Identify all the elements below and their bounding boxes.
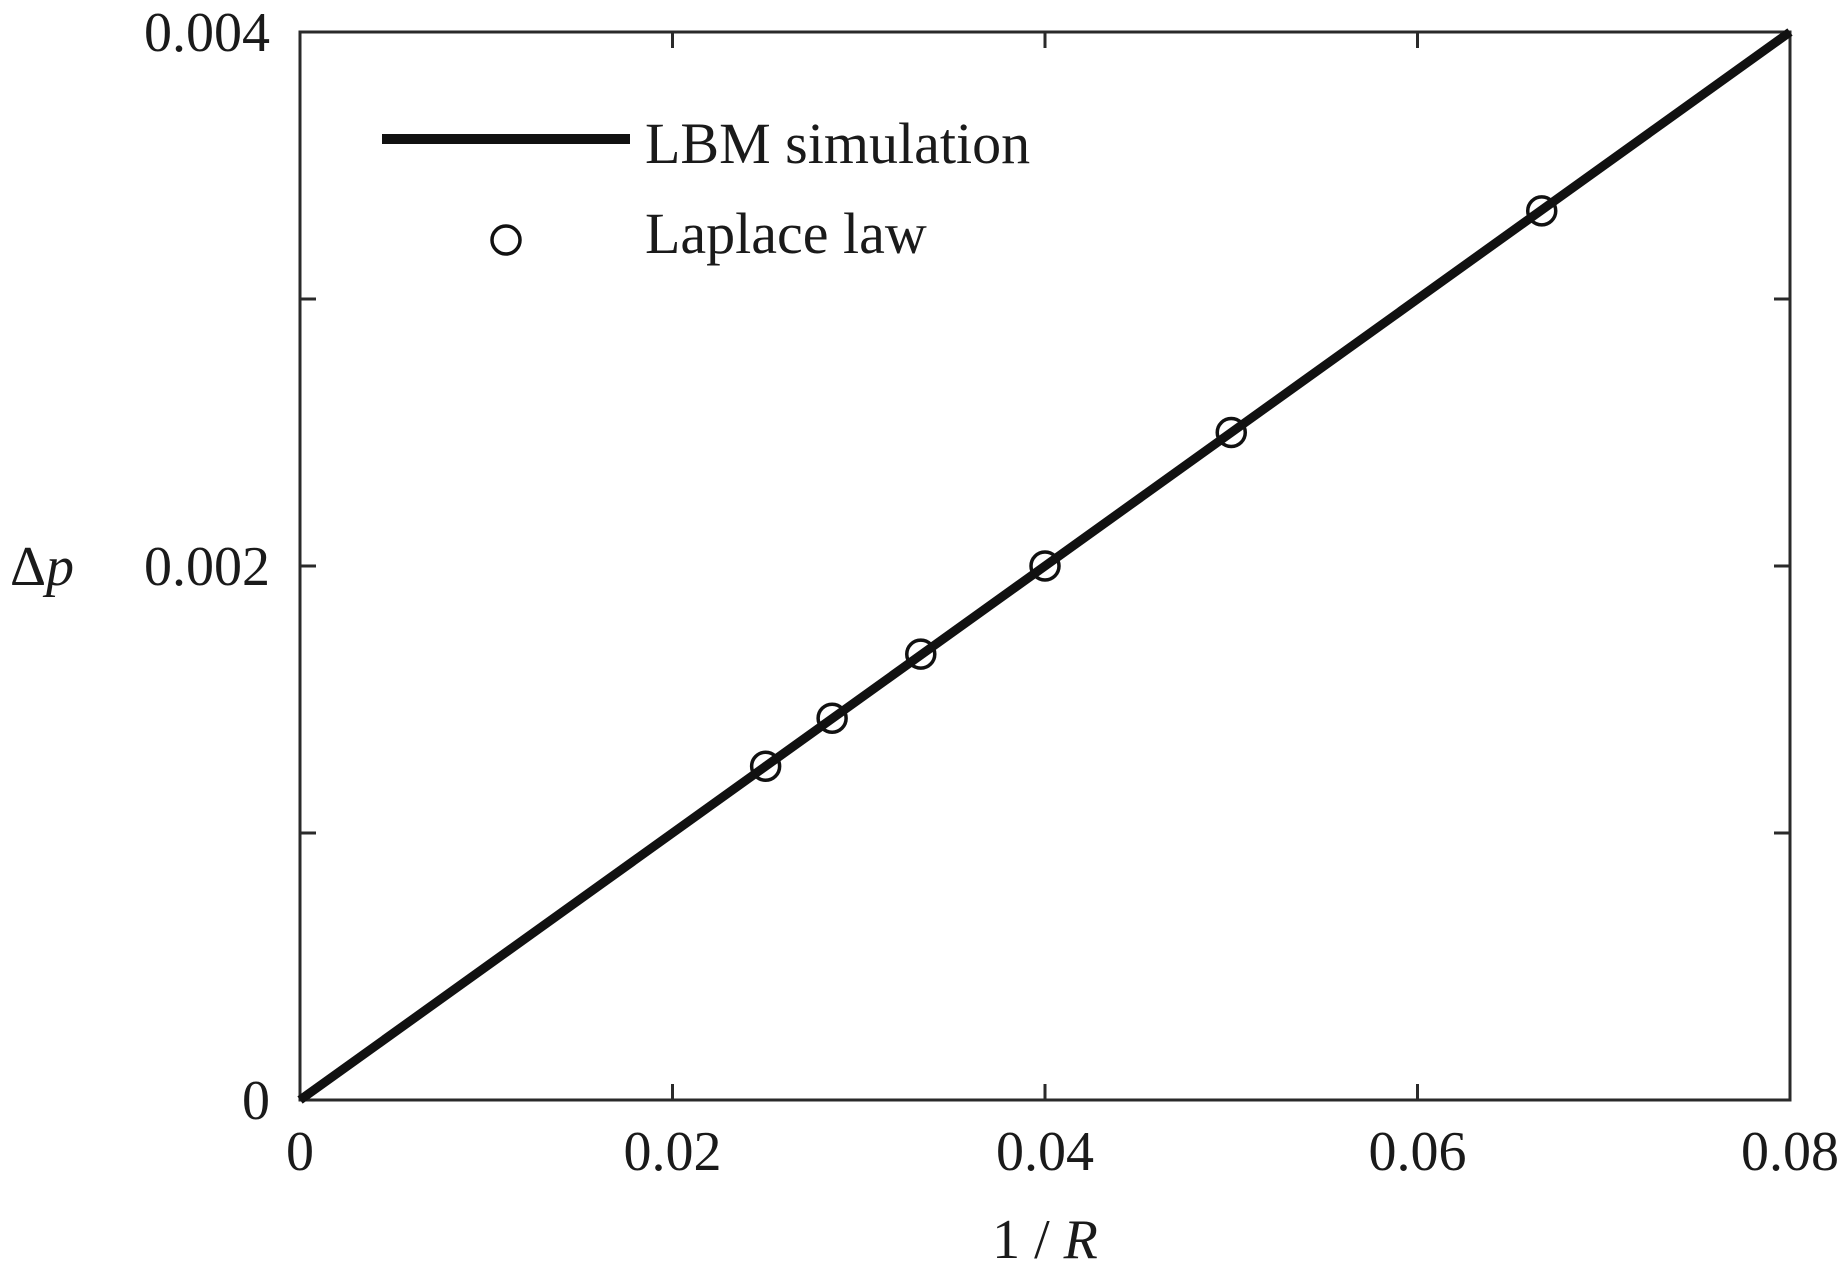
legend-label-lbm: LBM simulation bbox=[645, 111, 1030, 176]
data-point-laplace-law bbox=[749, 750, 782, 782]
x-tick-label: 0.04 bbox=[996, 1121, 1094, 1183]
x-tick-label: 0.02 bbox=[624, 1121, 722, 1183]
x-tick-label: 0.08 bbox=[1741, 1121, 1839, 1183]
legend-circle-marker-swatch bbox=[490, 224, 522, 256]
legend-label-laplace: Laplace law bbox=[645, 201, 927, 266]
data-point-laplace-law bbox=[1029, 550, 1061, 582]
x-tick-label: 0 bbox=[286, 1121, 314, 1183]
data-point-laplace-law bbox=[816, 702, 848, 734]
axis-ticks bbox=[300, 32, 1790, 1100]
series-line-lbm-simulation bbox=[297, 28, 1793, 1104]
x-axis-label-variable: R bbox=[1063, 1209, 1098, 1271]
x-axis-label: 1 / R bbox=[992, 1209, 1098, 1271]
y-tick-label: 0.002 bbox=[144, 536, 270, 598]
data-point-laplace-law bbox=[1215, 416, 1247, 449]
legend: LBM simulation Laplace law bbox=[382, 111, 1030, 266]
tick-labels: 0 0.02 0.04 0.06 0.08 0 0.002 0.004 bbox=[144, 2, 1839, 1183]
data-point-laplace-law bbox=[1525, 195, 1558, 227]
y-tick-label: 0.004 bbox=[144, 2, 270, 64]
y-axis-label-delta: Δ bbox=[10, 536, 46, 598]
x-tick-label: 0.06 bbox=[1369, 1121, 1467, 1183]
y-tick-label: 0 bbox=[242, 1070, 270, 1132]
data-point-laplace-law bbox=[905, 638, 937, 670]
series-layer bbox=[297, 28, 1793, 1104]
x-axis-label-numerator: 1 bbox=[992, 1209, 1020, 1271]
y-axis-label: Δp bbox=[10, 536, 74, 598]
x-axis-label-separator: / bbox=[1020, 1209, 1064, 1271]
y-axis-label-variable: p bbox=[42, 536, 74, 598]
